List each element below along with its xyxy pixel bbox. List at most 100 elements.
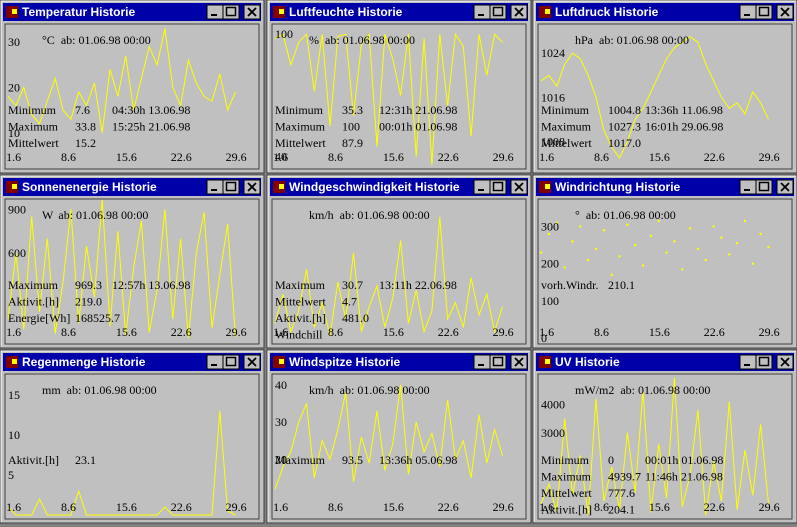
x-tick-label: 22.6 [704,150,725,164]
x-tick-label: 8.6 [328,325,343,339]
window: Windrichtung Historie 300 200 100 01.6 8.6 15.… [532,174,797,349]
minimize-button[interactable] [473,179,491,195]
y-tick-label: 3000 [541,426,565,440]
stat-cell: 7.6 [75,103,90,117]
stat-cell: 35.3 [342,103,363,117]
y-tick-label: 0 [541,331,547,345]
x-tick-label: 8.6 [61,325,76,339]
history-point [618,255,621,258]
x-tick-label: 15.6 [383,500,404,514]
minimize-button[interactable] [473,354,491,370]
minimize-button[interactable] [739,179,757,195]
since: ab: 01.06.98 00:00 [620,383,710,397]
title-bar [270,178,528,196]
history-point [602,229,606,232]
minimize-button[interactable] [206,354,224,370]
window: Temperatur Historie 30 20 10 1.6 8.6 15.6 22.6 2… [0,0,265,174]
minimize-button[interactable] [739,4,757,20]
minimize-glyph [744,364,750,366]
x-tick-label: 1.6 [539,500,554,514]
x-tick-label: 22.6 [171,500,192,514]
minimize-button[interactable] [206,4,224,20]
stat-cell: 481.0 [342,311,369,325]
window-title: Sonnenenergie Historie [22,180,157,194]
title-bar [536,3,794,21]
stat-cell: Maximum [8,278,59,292]
app-icon-dot [545,184,550,189]
plot-area [537,198,793,345]
stat-cell: 30.7 [342,278,363,292]
x-tick-label: 8.6 [328,150,343,164]
since: ab: 01.06.98 00:00 [340,208,430,222]
plot-area [271,23,527,170]
minimize-button[interactable] [739,354,757,370]
minimize-glyph [744,189,750,191]
history-line [274,216,503,336]
window-highlight [267,350,530,522]
stat-cell: 23.1 [75,453,96,467]
stat-cell: Mittelwert [541,486,592,500]
y-tick-label: 40 [275,378,287,392]
history-point [657,219,660,223]
plot-content: 30 20 10 1.6 8.6 15.6 22.6 29.6 °C ab: 01.06.98 0… [6,28,247,164]
window: UV Historie 4000 3000 1.6 8.6 15.6 22.6 29.6 mW/… [532,349,797,524]
stat-cell: 12:57h 13.06.98 [112,278,190,292]
plot-content: 900 600 1.6 8.6 15.6 22.6 29.6 W ab: 01.06.98 00… [6,200,247,339]
close-glyph [514,357,524,367]
since: ab: 01.06.98 00:00 [325,33,415,47]
minimize-button[interactable] [206,179,224,195]
history-point [712,225,715,228]
history-point [539,251,543,254]
since: ab: 01.06.98 00:00 [586,208,676,222]
y-tick-label: 10 [8,428,20,442]
close-glyph [247,357,257,367]
stat-cell: Mittelwert [275,136,326,150]
plot-area [271,198,527,345]
history-point [563,266,566,269]
app-icon-dot [12,359,17,364]
app-icon-dot [279,359,284,364]
title-bar [3,178,261,196]
stat-cell: Minimum [275,103,324,117]
history-point [571,240,574,243]
app-icon-dot [279,9,284,14]
plot-content: 15 10 5 1.6 8.6 15.6 22.6 29.6 mm ab: 01.06.98 00… [6,383,247,516]
y-tick-label: 15 [8,388,20,402]
x-tick-label: 29.6 [493,325,514,339]
stat-cell: Aktivit.[h] [541,503,592,517]
y-tick-label: 40 [275,150,287,164]
x-tick-label: 29.6 [226,150,247,164]
y-tick-label: 1016 [541,90,565,104]
x-tick-label: 29.6 [493,500,514,514]
stat-cell: 1004.8 [608,103,641,117]
stat-cell: 00:01h 01.06.98 [379,120,457,134]
history-point [665,251,668,254]
minimize-button[interactable] [473,4,491,20]
window-title: Windspitze Historie [289,355,401,369]
unit-since: mm ab: 01.06.98 00:00 [42,383,157,397]
maximize-glyph [492,356,504,367]
x-tick-label: 1.6 [273,500,288,514]
stat-cell: Minimum [541,103,590,117]
stat-cell: Energie[Wh] [8,311,70,325]
history-point [767,245,770,249]
x-tick-label: 1.6 [539,150,554,164]
unit: km/h [309,208,334,222]
plot-content: 100 401.6 8.6 15.6 22.6 29.6% ab: 01.06.98 00:… [273,27,514,165]
x-tick-label: 1.6 [273,150,288,164]
history-point [743,219,747,223]
x-tick-label: 15.6 [116,150,137,164]
window-highlight [533,350,796,522]
history-point [704,258,707,262]
history-point [759,232,762,236]
x-tick-label: 22.6 [438,325,459,339]
stat-cell: Maximum [8,120,59,134]
close-glyph [514,7,524,17]
stat-cell: Windchill [275,328,323,342]
plot-content: 1.6 8.6 15.6 22.6 29.6 km/h ab: 01.06.98 00:00… [273,208,514,342]
history-line [7,28,236,133]
maximize-glyph [758,181,770,192]
history-line [7,410,236,516]
window: Sonnenenergie Historie 900 600 1.6 8.6 15.6 22… [0,174,265,349]
